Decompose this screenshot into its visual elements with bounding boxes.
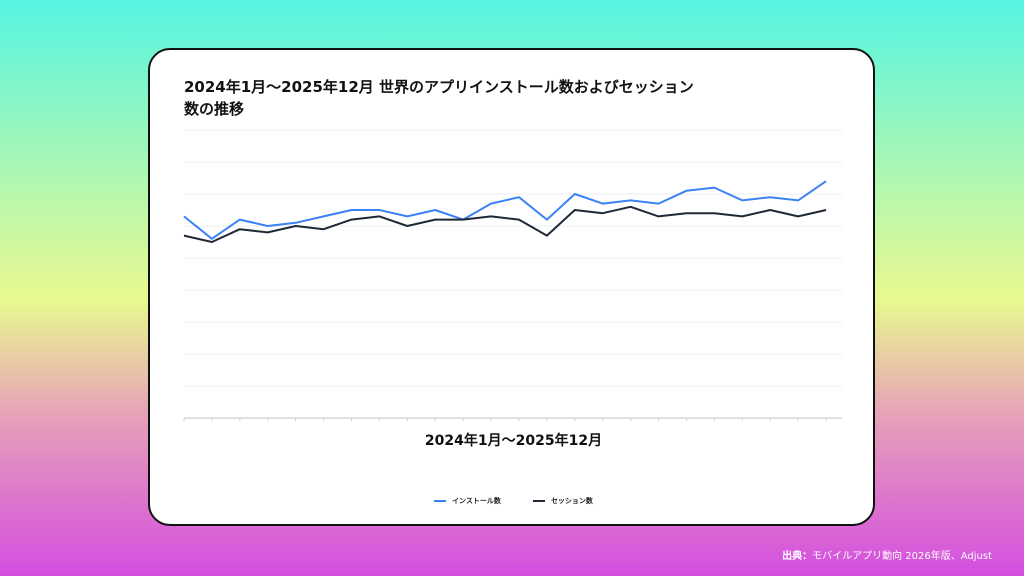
legend-label-installs: インストール数 xyxy=(452,497,501,505)
legend-swatch-sessions xyxy=(532,500,545,502)
legend-swatch-installs xyxy=(434,500,447,502)
source-text: モバイルアプリ動向 2026年版、Adjust xyxy=(812,551,992,562)
chart-card: 2024年1月〜2025年12月 世界のアプリインストール数およびセッション数の… xyxy=(148,48,875,526)
source-credit: 出典：モバイルアプリ動向 2026年版、Adjust xyxy=(782,547,992,562)
legend-label-sessions: セッション数 xyxy=(550,497,593,505)
source-label: 出典： xyxy=(782,551,813,562)
chart-title: 2024年1月〜2025年12月 世界のアプリインストール数およびセッション数の… xyxy=(184,78,694,118)
legend-item-installs: インストール数 xyxy=(434,496,501,506)
legend-item-sessions: セッション数 xyxy=(532,496,593,506)
series-line-installs xyxy=(183,180,827,240)
series-line-sessions xyxy=(183,205,827,243)
chart-legend: インストール数 セッション数 xyxy=(150,496,877,506)
x-axis-label: 2024年1月〜2025年12月 xyxy=(424,433,603,449)
